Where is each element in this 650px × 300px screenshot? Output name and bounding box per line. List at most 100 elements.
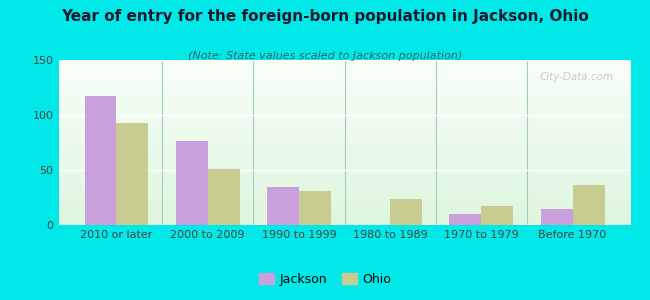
Bar [58,110,630,111]
Bar [58,185,630,187]
Text: Year of entry for the foreign-born population in Jackson, Ohio: Year of entry for the foreign-born popul… [61,9,589,24]
Bar [58,60,630,61]
Bar [58,154,630,156]
Bar [58,164,630,166]
Bar [58,218,630,220]
Bar [58,141,630,142]
Bar [58,111,630,113]
Bar [58,121,630,123]
Bar [58,123,630,124]
Bar [176,141,207,225]
Bar [449,214,482,225]
Bar [58,96,630,98]
Bar [58,113,630,114]
Bar [58,61,630,63]
Bar [58,215,630,217]
Bar [58,194,630,195]
Bar [58,162,630,164]
Bar [58,126,630,128]
Bar [573,185,604,225]
Bar [58,70,630,71]
Bar [58,220,630,222]
Bar [58,118,630,119]
Bar [58,68,630,70]
Bar [58,205,630,207]
Bar [58,104,630,106]
Bar [58,149,630,151]
Bar [58,139,630,141]
Bar [58,116,630,118]
Bar [58,134,630,136]
Bar [267,187,299,225]
Bar [58,142,630,144]
Bar [58,83,630,85]
Bar [58,192,630,194]
Bar [58,190,630,192]
Bar [58,167,630,169]
Bar [58,179,630,180]
Bar [58,128,630,129]
Bar [58,182,630,184]
Bar [58,202,630,203]
Bar [58,195,630,197]
Bar [58,151,630,152]
Bar [58,177,630,179]
Bar [58,169,630,170]
Bar [58,208,630,210]
Bar [58,180,630,182]
Bar [58,156,630,157]
Bar [58,98,630,100]
Bar [58,133,630,134]
Bar [58,93,630,94]
Bar [58,103,630,105]
Bar [58,78,630,80]
Bar [58,80,630,81]
Bar [58,85,630,86]
Bar [58,207,630,208]
Bar [58,199,630,200]
Bar [58,172,630,174]
Legend: Jackson, Ohio: Jackson, Ohio [254,268,396,291]
Bar [58,91,630,93]
Bar [58,197,630,199]
Bar [58,159,630,160]
Bar [58,222,630,223]
Bar [58,200,630,202]
Bar [58,101,630,103]
Bar [58,214,630,215]
Bar [58,119,630,121]
Bar [58,223,630,225]
Bar [58,67,630,68]
Bar [58,129,630,131]
Bar [390,199,422,225]
Bar [58,184,630,185]
Bar [207,169,240,225]
Bar [58,81,630,83]
Bar [58,170,630,172]
Text: City-Data.com: City-Data.com [540,71,614,82]
Bar [58,88,630,90]
Bar [58,137,630,139]
Bar [58,174,630,176]
Bar [58,71,630,73]
Bar [116,123,148,225]
Bar [58,166,630,167]
Bar [541,208,573,225]
Bar [58,157,630,159]
Bar [58,144,630,146]
Bar [58,90,630,91]
Bar [58,65,630,67]
Bar [58,86,630,88]
Bar [58,75,630,76]
Text: (Note: State values scaled to Jackson population): (Note: State values scaled to Jackson po… [188,51,462,61]
Bar [58,147,630,149]
Bar [58,217,630,218]
Bar [58,146,630,147]
Bar [58,189,630,190]
Bar [58,106,630,108]
Bar [299,191,331,225]
Bar [58,94,630,96]
Bar [58,136,630,137]
Bar [58,73,630,75]
Bar [84,96,116,225]
